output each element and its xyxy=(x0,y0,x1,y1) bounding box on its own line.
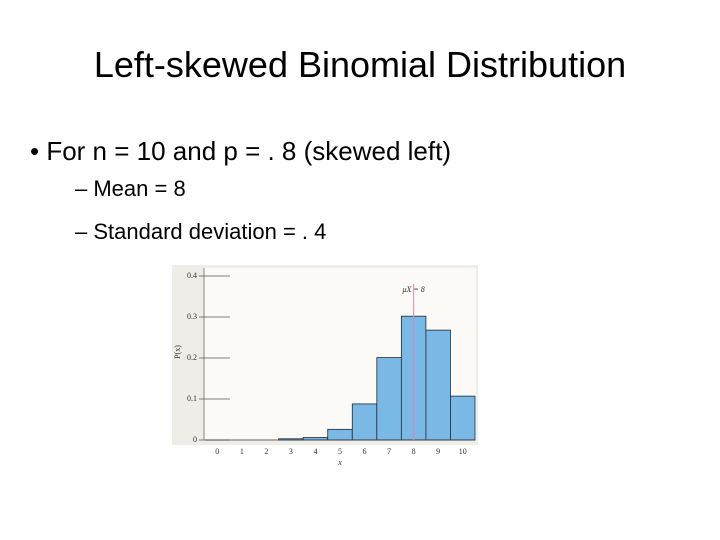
sub-bullet-text: Standard deviation = . 4 xyxy=(93,219,327,244)
x-tick-label: 8 xyxy=(412,447,416,456)
bullet: • For n = 10 and p = . 8 (skewed left) xyxy=(30,136,451,166)
sub-bullet: – Mean = 8 xyxy=(75,176,186,201)
y-tick-label: 0.2 xyxy=(187,353,197,362)
x-tick-label: 7 xyxy=(387,447,391,456)
y-axis-label: P(x) xyxy=(173,345,182,359)
x-tick-label: 10 xyxy=(459,447,467,456)
x-tick-label: 0 xyxy=(215,447,219,456)
slide-title: Left-skewed Binomial Distribution xyxy=(93,44,627,85)
bar xyxy=(425,329,451,441)
x-axis-label: x xyxy=(337,458,342,467)
y-tick-label: 0.3 xyxy=(187,312,197,321)
x-tick-label: 2 xyxy=(264,447,268,456)
y-tick-label: 0 xyxy=(193,435,197,444)
x-tick-label: 3 xyxy=(289,447,293,456)
sub-bullet: – Standard deviation = . 4 xyxy=(75,219,327,244)
y-tick-label: 0.4 xyxy=(187,271,197,280)
mean-label: μX = 8 xyxy=(401,285,424,294)
y-tick-label: 0.1 xyxy=(187,394,197,403)
bar xyxy=(376,357,402,441)
x-tick-label: 1 xyxy=(240,447,244,456)
x-tick-label: 4 xyxy=(313,447,317,456)
sub-bullet-text: Mean = 8 xyxy=(93,176,186,201)
x-tick-label: 6 xyxy=(363,447,367,456)
bar xyxy=(450,395,476,441)
bullet-text: For n = 10 and p = . 8 (skewed left) xyxy=(46,136,451,166)
bar xyxy=(327,428,353,441)
x-tick-label: 9 xyxy=(436,447,440,456)
x-tick-label: 5 xyxy=(338,447,342,456)
bar xyxy=(351,403,378,441)
